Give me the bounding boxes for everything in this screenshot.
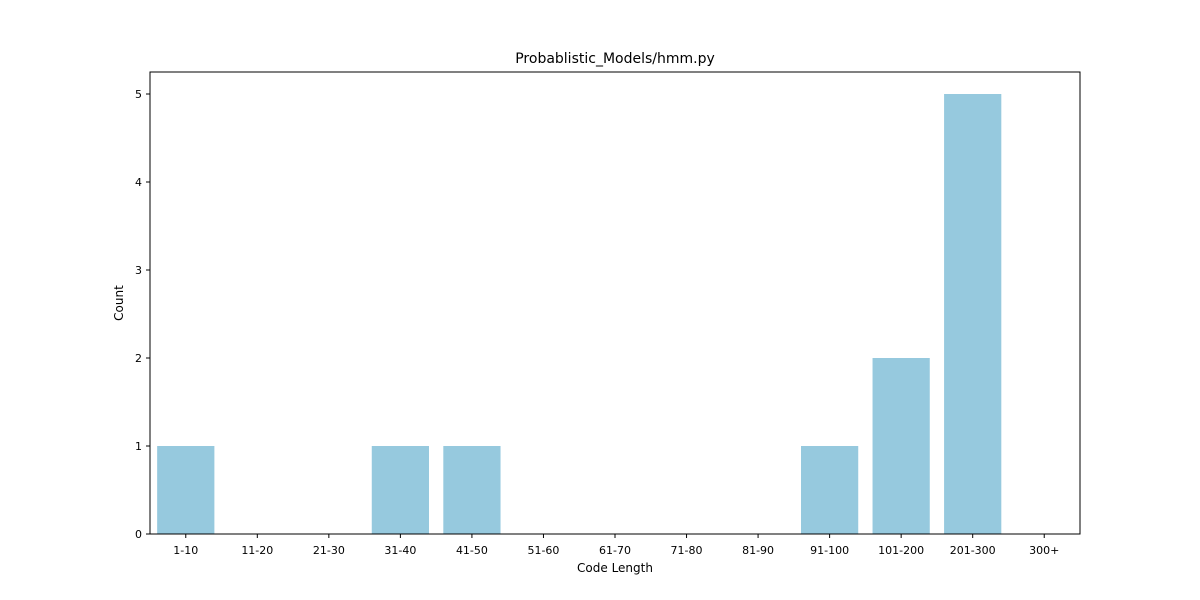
x-tick-label: 11-20 [241, 544, 273, 557]
chart-title: Probablistic_Models/hmm.py [515, 51, 715, 67]
x-tick-label: 91-100 [810, 544, 849, 557]
y-axis-label: Count [112, 285, 126, 321]
x-tick-label: 81-90 [742, 544, 774, 557]
x-tick-label: 300+ [1029, 544, 1059, 557]
x-tick-label: 71-80 [671, 544, 703, 557]
y-tick-label: 1 [135, 440, 142, 453]
y-tick-label: 4 [135, 176, 142, 189]
y-tick-label: 2 [135, 352, 142, 365]
bar-91-100 [801, 446, 859, 534]
plot-frame [149, 71, 1081, 535]
x-tick-label: 21-30 [313, 544, 345, 557]
x-tick-label: 41-50 [456, 544, 488, 557]
x-tick-label: 101-200 [878, 544, 924, 557]
bar-31-40 [371, 446, 429, 534]
y-tick-label: 3 [135, 264, 142, 277]
y-tick-label: 0 [135, 528, 142, 541]
bar-1-10 [157, 446, 215, 534]
x-axis-label: Code Length [577, 561, 653, 575]
bar-41-50 [443, 446, 501, 534]
bars-group [157, 94, 1002, 534]
x-tick-label: 51-60 [527, 544, 559, 557]
bar-101-200 [872, 358, 930, 534]
x-tick-label: 201-300 [950, 544, 996, 557]
y-tick-label: 5 [135, 88, 142, 101]
x-tick-label: 61-70 [599, 544, 631, 557]
x-tick-label: 1-10 [173, 544, 198, 557]
y-axis: 0 1 2 3 4 5 [135, 88, 150, 541]
bar-201-300 [944, 94, 1002, 534]
x-axis: 1-10 11-20 21-30 31-40 41-50 51-60 61-70 71-80 8… [173, 534, 1059, 557]
x-tick-label: 31-40 [384, 544, 416, 557]
